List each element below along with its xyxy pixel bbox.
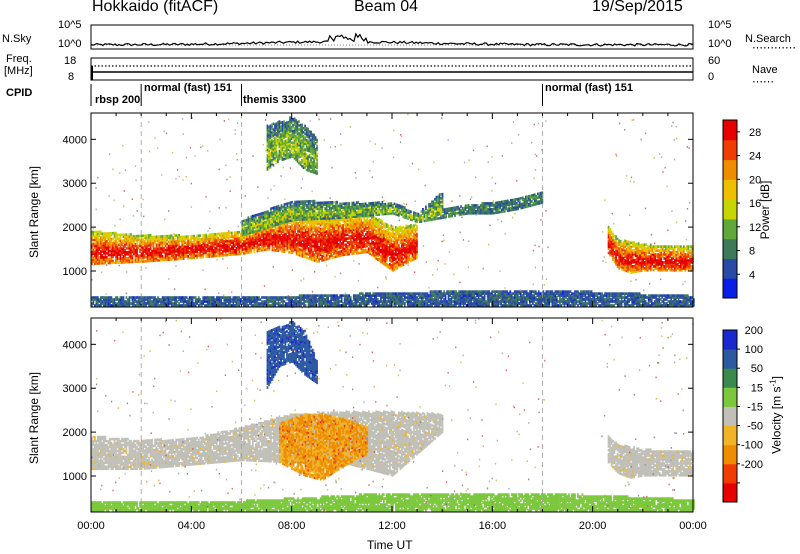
velocity-band-0 xyxy=(91,410,444,477)
velocity-ytick-label-1: 2000 xyxy=(63,427,87,439)
velocity-ytick-label-2: 3000 xyxy=(63,383,87,395)
freq-tick-high: 18 xyxy=(64,55,77,67)
velocity-cb-tick-label-1: 100 xyxy=(745,344,763,356)
velocity-cb-frame xyxy=(722,329,738,503)
cpid-segment-2: themis 3300 xyxy=(243,94,306,106)
cpid-segment-0: rbsp 200 xyxy=(95,94,141,106)
power-band-0 xyxy=(91,210,418,272)
velocity-cb-swatch-6 xyxy=(723,368,737,388)
x-tick-label-6: 00:00 xyxy=(679,520,707,532)
power-cb-tick-label-3: 16 xyxy=(749,198,761,210)
nsearch-dots: ⋯⋯⋯⋯ xyxy=(752,42,796,54)
nave-tick-high: 60 xyxy=(708,55,721,67)
velocity-band-2 xyxy=(607,435,694,479)
velocity-cb-swatch-7 xyxy=(723,349,737,369)
velocity-cb-tick-label-6: -100 xyxy=(741,440,763,452)
velocity-cb-label: Velocity [m s-1] xyxy=(768,376,784,454)
x-tick-label-1: 04:00 xyxy=(178,520,206,532)
power-cb-swatch-8 xyxy=(723,120,737,141)
cpid-segment-1: normal (fast) 151 xyxy=(144,82,233,94)
power-cb-tick-label-2: 12 xyxy=(749,222,761,234)
x-tick-label-5: 20:00 xyxy=(579,520,607,532)
power-band-4 xyxy=(266,116,318,175)
velocity-cb-swatch-3 xyxy=(723,425,737,446)
x-tick-label-0: 00:00 xyxy=(77,520,105,532)
power-band-1 xyxy=(241,192,444,237)
velocity-cb-swatch-4 xyxy=(723,406,737,426)
x-axis-label: Time UT xyxy=(367,538,413,552)
nave-dots: ⋯⋯ xyxy=(752,76,774,88)
velocity-ytick-label-3: 4000 xyxy=(63,339,87,351)
power-ytick-label-2: 3000 xyxy=(63,178,87,190)
velocity-cb-tick-label-3: 15 xyxy=(751,382,763,394)
power-cb-tick-label-1: 8 xyxy=(749,246,755,258)
velocity-band-4 xyxy=(91,493,695,512)
power-cb-swatch-5 xyxy=(723,179,737,200)
power-cb-tick-label-6: 28 xyxy=(749,127,761,139)
velocity-cb-swatch-5 xyxy=(723,387,737,407)
power-ytick-label-0: 1000 xyxy=(63,266,87,278)
power-cb-tick-label-4: 20 xyxy=(749,174,761,186)
velocity-panel: 1000 2000 3000 4000 00:00 04:00 08:00 12:00 16:0… xyxy=(63,317,707,532)
x-tick-label-2: 08:00 xyxy=(278,520,306,532)
velocity-band-3 xyxy=(266,320,318,389)
velocity-cb-swatch-2 xyxy=(723,444,737,465)
nsearch-tick-low: 10^0 xyxy=(708,38,732,50)
power-cb-swatch-0 xyxy=(723,278,737,299)
nsky-label: N.Sky xyxy=(2,33,32,45)
station-title: Hokkaido (fitACF) xyxy=(92,0,219,15)
power-cb-tick-label-5: 24 xyxy=(749,151,761,163)
velocity-cb-tick-label-4: -15 xyxy=(747,401,763,413)
colorbars: 4 8 12 16 20 24 28 200 100 50 15 -15 -50 -100 -200 xyxy=(722,119,763,503)
power-cb-swatch-3 xyxy=(723,218,737,240)
velocity-cb-tick-label-5: -50 xyxy=(747,421,763,433)
power-cb-swatch-2 xyxy=(723,238,737,259)
power-band-3 xyxy=(607,225,694,274)
power-panel: 1000 2000 3000 4000 xyxy=(63,112,695,309)
freq-frame xyxy=(90,57,694,81)
velocity-band-1 xyxy=(279,412,369,481)
beam-title: Beam 04 xyxy=(354,0,419,15)
nsearch-tick-high: 10^5 xyxy=(708,19,732,31)
velocity-cb-swatch-0 xyxy=(723,482,737,503)
power-ylabel: Slant Range [km] xyxy=(27,165,41,259)
power-band-5 xyxy=(91,290,695,307)
nave-label: Nave xyxy=(752,64,778,76)
power-cb-swatch-6 xyxy=(723,159,737,180)
x-tick-label-3: 12:00 xyxy=(378,520,406,532)
date-title: 19/Sep/2015 xyxy=(592,0,683,15)
power-cb-label: Power [dB] xyxy=(758,180,772,240)
x-tick-label-4: 16:00 xyxy=(479,520,507,532)
nsky-trace xyxy=(90,32,694,47)
nsky-tick-high: 10^5 xyxy=(58,19,82,31)
velocity-cb-swatch-8 xyxy=(723,330,737,350)
velocity-cb-tick-label-2: 50 xyxy=(751,363,763,375)
power-cb-tick-label-0: 4 xyxy=(749,269,755,281)
velocity-ylabel: Slant Range [km] xyxy=(27,371,41,465)
power-ytick-label-3: 4000 xyxy=(63,134,87,146)
freq-unit: [MHz] xyxy=(4,65,33,77)
velocity-cb-tick-label-0: 200 xyxy=(745,325,763,337)
power-ytick-label-1: 2000 xyxy=(63,222,87,234)
cpid-label: CPID xyxy=(6,87,33,99)
nsearch-label: N.Search xyxy=(745,33,791,45)
nsky-tick-low: 10^0 xyxy=(58,38,82,50)
velocity-ytick-label-0: 1000 xyxy=(63,471,87,483)
power-band-2 xyxy=(442,191,544,219)
cpid-segment-3: normal (fast) 151 xyxy=(545,82,634,94)
power-cb-swatch-1 xyxy=(723,258,737,279)
velocity-cb-swatch-1 xyxy=(723,463,737,484)
nave-tick-low: 0 xyxy=(708,71,715,83)
velocity-cb-tick-label-7: -200 xyxy=(741,459,763,471)
freq-tick-low: 8 xyxy=(68,71,75,83)
power-cb-frame xyxy=(722,119,738,299)
velocity-noise xyxy=(91,318,694,512)
nsky-frame xyxy=(90,24,694,50)
top-panels xyxy=(90,24,694,106)
freq-label: Freq. xyxy=(6,53,32,65)
power-cb-swatch-4 xyxy=(723,199,737,220)
power-cb-swatch-7 xyxy=(723,139,737,161)
